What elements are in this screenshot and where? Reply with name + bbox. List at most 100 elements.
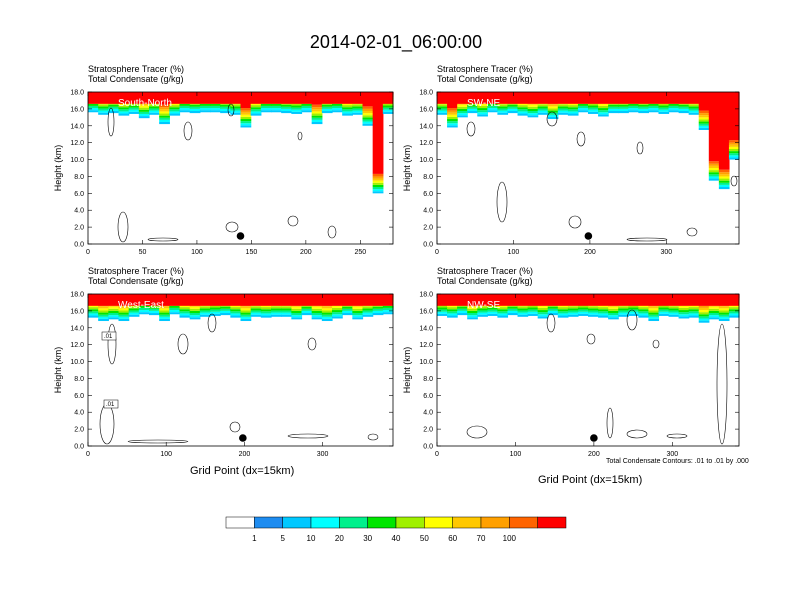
tracer-cell bbox=[437, 112, 448, 115]
tracer-cell bbox=[698, 115, 710, 118]
tracer-cell bbox=[447, 110, 458, 113]
tracer-cell bbox=[547, 108, 559, 111]
tracer-cell bbox=[447, 112, 458, 115]
tracer-cell bbox=[260, 105, 272, 109]
tracer-cell bbox=[230, 315, 242, 318]
tracer-cell bbox=[311, 310, 323, 313]
tracer-cell bbox=[718, 312, 730, 315]
tracer-cell bbox=[537, 305, 549, 308]
tracer-cell bbox=[159, 111, 170, 114]
tracer-cell bbox=[728, 146, 740, 149]
tracer-cell bbox=[352, 315, 364, 318]
panel-2-condensate-label: Total Condensate (g/kg) bbox=[437, 74, 533, 84]
tracer-cell bbox=[517, 113, 529, 116]
tracer-cell bbox=[240, 312, 252, 315]
tracer-cell bbox=[332, 310, 343, 313]
tracer-cell bbox=[467, 106, 478, 109]
tracer-cell bbox=[638, 104, 649, 107]
tracer-cell bbox=[588, 105, 599, 108]
tracer-cell bbox=[557, 106, 569, 109]
tracer-cell bbox=[577, 309, 589, 312]
tracer-cell bbox=[537, 310, 549, 313]
condensate-contour bbox=[227, 103, 235, 117]
tracer-cell bbox=[291, 103, 303, 106]
tracer-cell bbox=[678, 305, 690, 308]
colorbar-swatch bbox=[395, 516, 425, 529]
tracer-cell bbox=[169, 111, 181, 114]
tracer-cell bbox=[189, 310, 201, 313]
tracer-cell bbox=[608, 106, 619, 109]
tracer-cell bbox=[321, 106, 333, 109]
tracer-cell bbox=[718, 184, 730, 187]
condensate-contour bbox=[107, 323, 117, 365]
tracer-cell bbox=[557, 311, 569, 314]
tracer-cell bbox=[230, 309, 242, 312]
tracer-cell bbox=[507, 306, 519, 309]
tracer-cell bbox=[149, 112, 160, 115]
panel-4-header: Stratosphere Tracer (%) Total Condensate… bbox=[437, 266, 533, 286]
tracer-cell bbox=[718, 308, 730, 311]
tracer-cell bbox=[250, 111, 262, 114]
tracer-cell bbox=[362, 306, 374, 309]
y-tick-label: 6.0 bbox=[74, 191, 84, 198]
tracer-cell bbox=[718, 187, 730, 190]
panel-1-header: Stratosphere Tracer (%) Total Condensate… bbox=[88, 64, 184, 84]
tracer-cell bbox=[179, 103, 191, 106]
tracer-cell bbox=[342, 109, 353, 112]
condensate-contour bbox=[183, 121, 193, 141]
tracer-cell bbox=[301, 308, 313, 311]
tracer-cell bbox=[332, 307, 343, 311]
tracer-cell bbox=[567, 102, 579, 106]
tracer-cell bbox=[648, 318, 660, 322]
tracer-cell bbox=[678, 111, 690, 114]
tracer-cell bbox=[598, 304, 609, 308]
tracer-cell bbox=[301, 306, 313, 309]
tracer-cell bbox=[567, 314, 579, 317]
tracer-cell bbox=[250, 308, 262, 311]
tracer-cell bbox=[332, 312, 343, 315]
tracer-cell bbox=[240, 119, 252, 122]
tracer-cell bbox=[688, 307, 700, 310]
y-tick-label: 16.0 bbox=[419, 106, 433, 113]
tracer-cell bbox=[189, 111, 201, 114]
tracer-cell bbox=[598, 114, 609, 117]
tracer-cell bbox=[250, 306, 262, 309]
tracer-cell bbox=[311, 113, 323, 116]
tracer-cell bbox=[437, 110, 448, 113]
tracer-cell bbox=[437, 305, 448, 308]
tracer-cell bbox=[648, 306, 660, 309]
tracer-cell bbox=[678, 316, 690, 319]
tracer-cell bbox=[598, 307, 609, 310]
tracer-cell bbox=[271, 306, 282, 309]
tracer-cell bbox=[271, 108, 282, 111]
tracer-cell bbox=[342, 102, 353, 106]
tracer-cell bbox=[128, 306, 140, 309]
tracer-cell bbox=[250, 102, 262, 106]
tracer-cell bbox=[332, 103, 343, 106]
condensate-contour bbox=[367, 433, 379, 441]
tracer-cell bbox=[291, 310, 303, 313]
contour-label-box bbox=[103, 399, 119, 409]
tracer-cell bbox=[128, 308, 140, 311]
y-axis-label: Height (km) bbox=[402, 145, 412, 192]
tracer-cell bbox=[260, 307, 272, 310]
tracer-cell bbox=[382, 307, 394, 311]
tracer-cell bbox=[179, 307, 191, 310]
contour-value-label: .01 bbox=[104, 334, 113, 340]
tracer-cell bbox=[708, 308, 720, 311]
y-tick-label: 4.0 bbox=[423, 208, 433, 215]
tracer-cell bbox=[301, 105, 313, 109]
tracer-cell bbox=[618, 306, 629, 309]
y-tick-label: 14.0 bbox=[70, 123, 84, 130]
tracer-cell bbox=[567, 105, 579, 108]
tracer-top-band bbox=[88, 294, 393, 306]
tracer-cell bbox=[668, 108, 680, 111]
tracer-cell bbox=[698, 119, 710, 122]
tracer-cell bbox=[447, 108, 458, 111]
tracer-cell bbox=[527, 104, 539, 107]
tracer-cell bbox=[291, 315, 303, 318]
tracer-cell bbox=[199, 105, 211, 109]
tracer-cell bbox=[708, 317, 720, 320]
y-tick-label: 12.0 bbox=[70, 342, 84, 349]
tracer-cell bbox=[220, 106, 231, 109]
